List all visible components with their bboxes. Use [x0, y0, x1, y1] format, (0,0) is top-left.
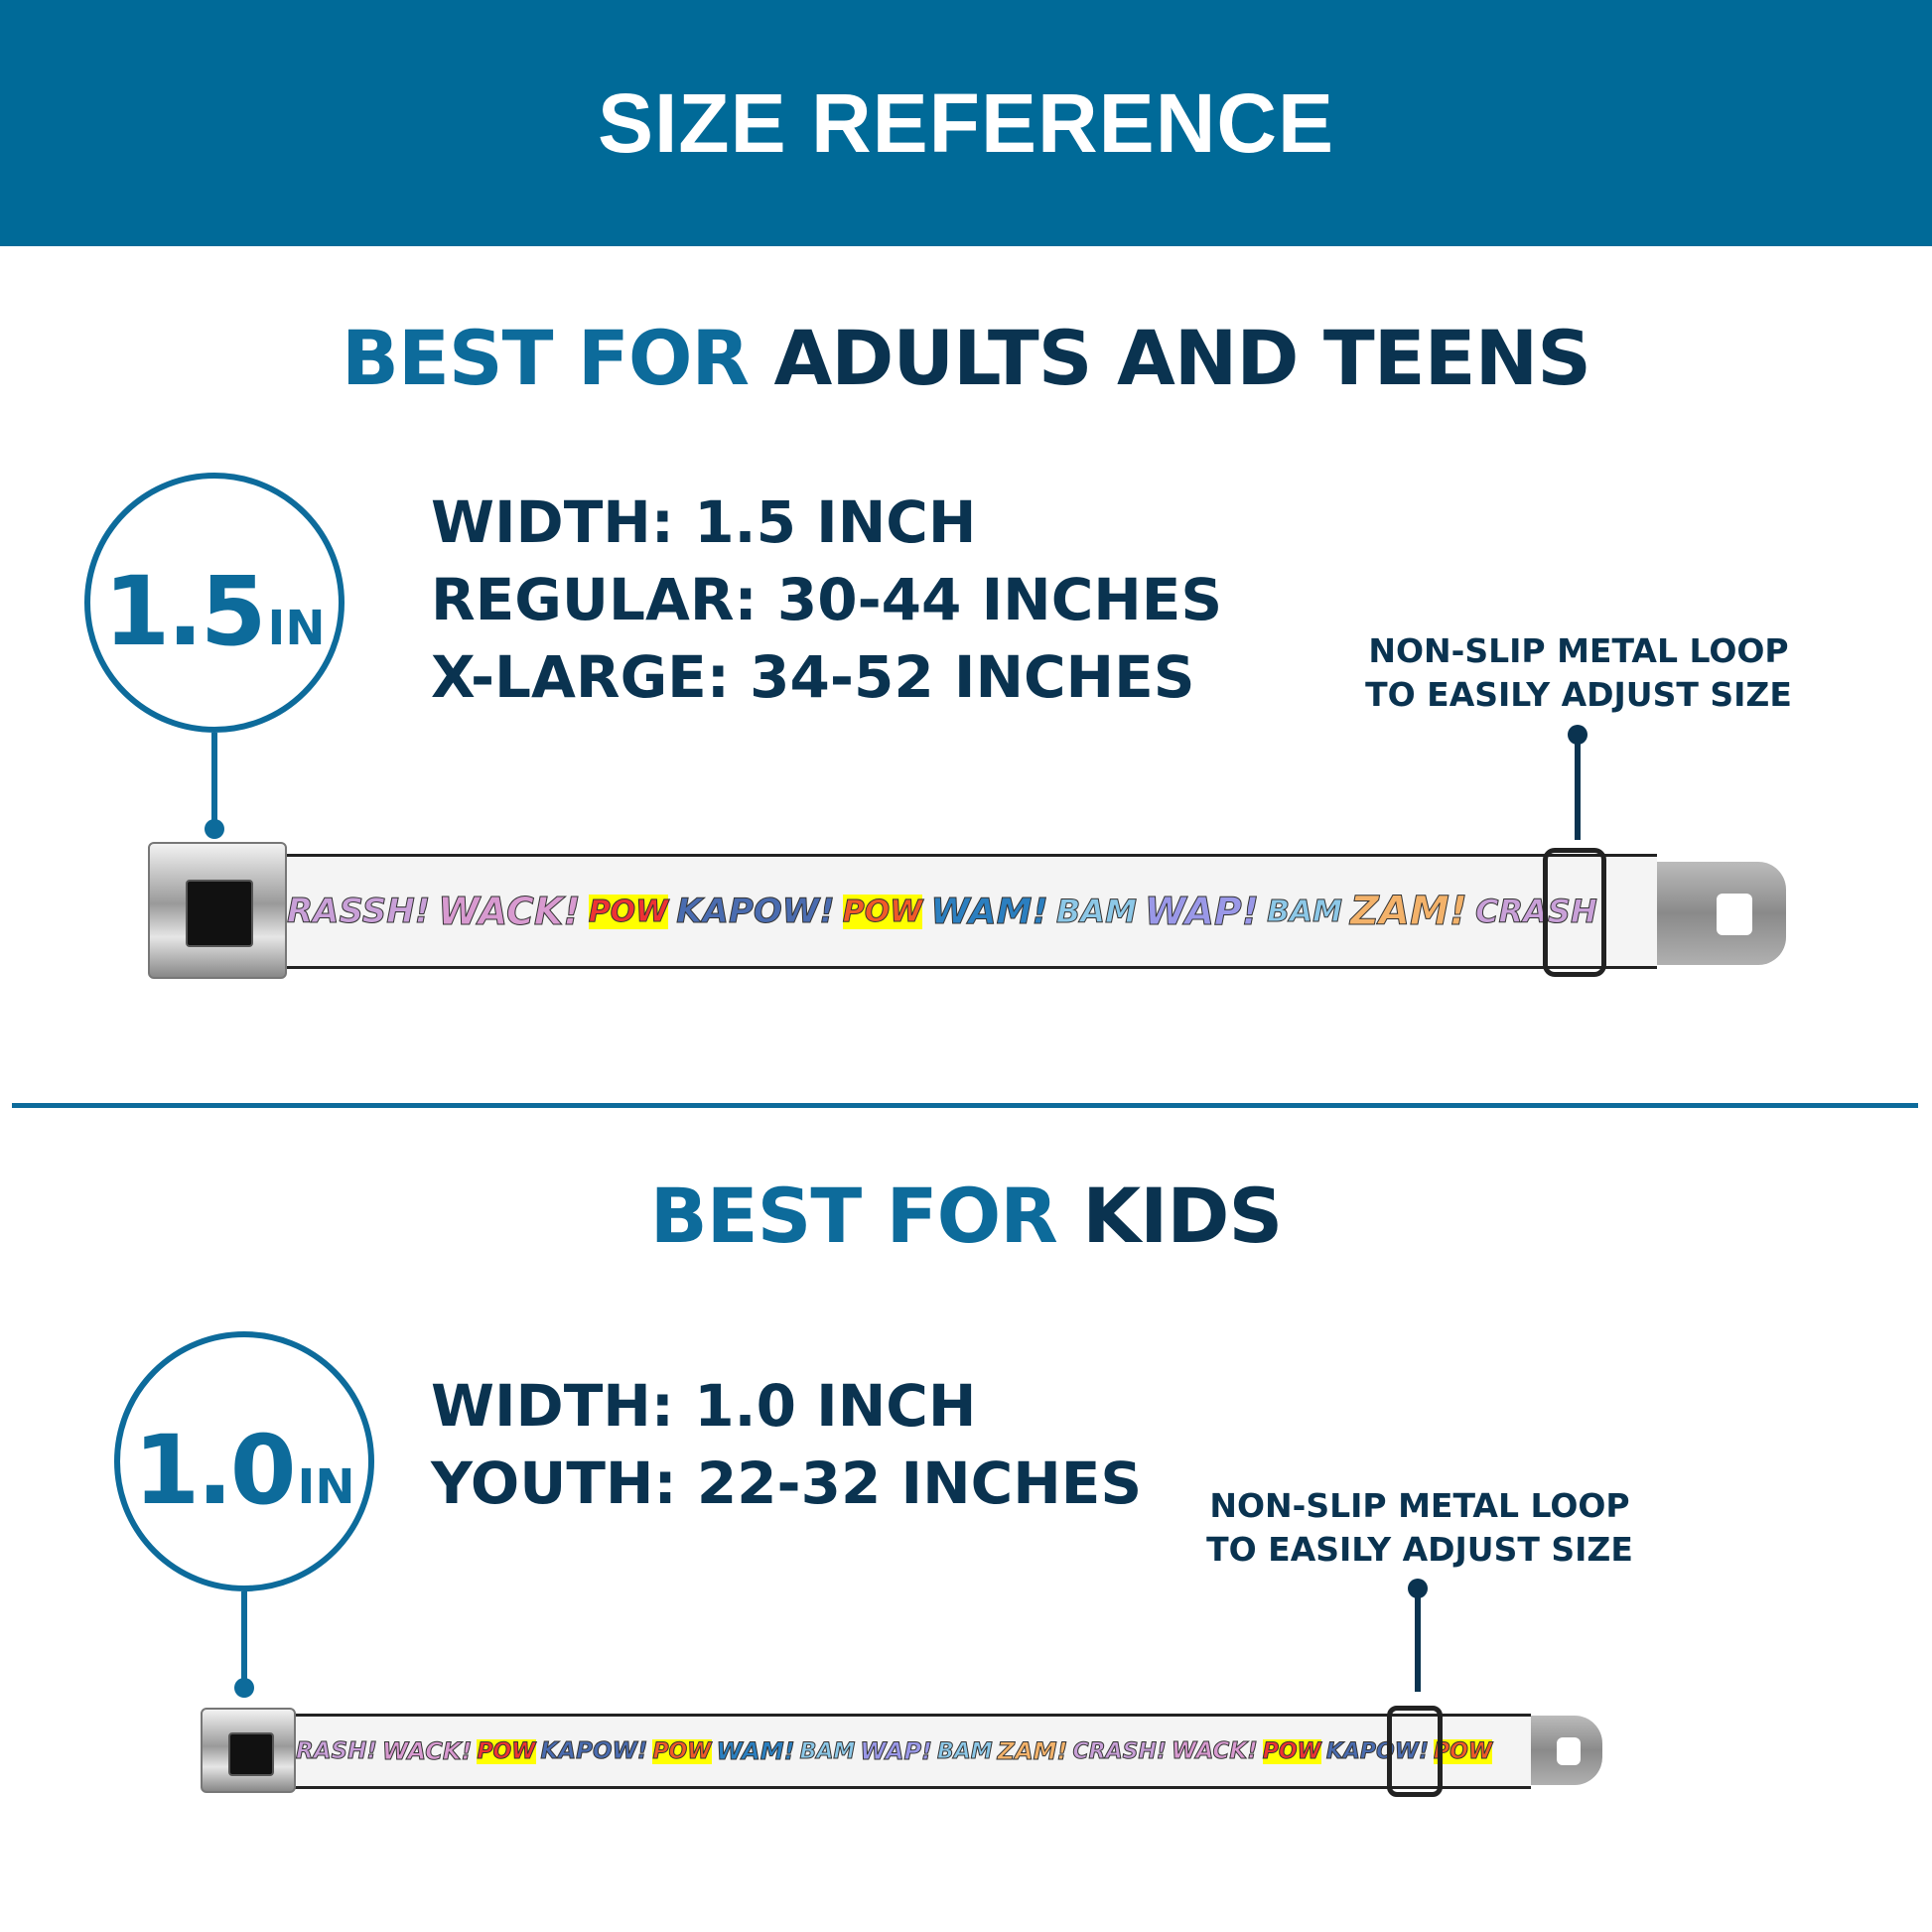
loop-connector-line	[1575, 735, 1581, 840]
belt-word: RASSH!	[286, 892, 431, 932]
kids-heading: BEST FOR KIDS	[0, 1172, 1932, 1260]
spec-regular: REGULAR: 30-44 INCHES	[431, 566, 1223, 633]
metal-loop-slider	[1387, 1706, 1443, 1797]
belt-strap: RASSH! WACK! POW KAPOW! POW WAM! BAM WAP…	[277, 854, 1657, 969]
width-badge-adult: 1.5 IN	[84, 473, 345, 733]
belt-word: POW	[477, 1738, 536, 1764]
heading-prefix: BEST FOR	[649, 1172, 1058, 1260]
belt-word: KAPOW!	[676, 892, 835, 932]
adult-specs: WIDTH: 1.5 INCH REGULAR: 30-44 INCHES X-…	[431, 483, 1222, 716]
adult-loop-label: NON-SLIP METAL LOOP TO EASILY ADJUST SIZ…	[1360, 629, 1797, 717]
badge-value: 1.0	[133, 1415, 296, 1526]
adult-heading: BEST FOR ADULTS AND TEENS	[0, 314, 1932, 402]
buckle-logo	[186, 880, 253, 947]
loop-label-line1: NON-SLIP METAL LOOP	[1368, 631, 1789, 670]
page-title: SIZE REFERENCE	[597, 75, 1335, 170]
heading-prefix: BEST FOR	[342, 314, 750, 402]
width-badge-kids: 1.0 IN	[114, 1331, 374, 1591]
belt-word: KAPOW!	[540, 1738, 648, 1765]
loop-label-line2: TO EASILY ADJUST SIZE	[1206, 1530, 1633, 1569]
belt-tip	[1637, 862, 1786, 965]
buckle-logo	[228, 1732, 274, 1776]
belt-word: BAM	[936, 1738, 993, 1764]
belt-word: BAM	[799, 1738, 856, 1764]
header-banner: SIZE REFERENCE	[0, 0, 1932, 246]
badge-unit: IN	[267, 601, 326, 656]
belt-word: WAP!	[1144, 890, 1260, 934]
loop-label-line1: NON-SLIP METAL LOOP	[1209, 1486, 1630, 1525]
belt-word: CRASH	[1475, 893, 1598, 931]
badge-connector-line	[241, 1591, 247, 1685]
belt-word: CRASH!	[1072, 1738, 1167, 1764]
belt-word: POW	[588, 894, 669, 929]
belt-buckle	[201, 1708, 296, 1793]
belt-word: ZAM!	[1349, 889, 1468, 935]
kids-loop-label: NON-SLIP METAL LOOP TO EASILY ADJUST SIZ…	[1201, 1484, 1638, 1572]
loop-label-line2: TO EASILY ADJUST SIZE	[1365, 675, 1792, 714]
adult-belt-image: RASSH! WACK! POW KAPOW! POW WAM! BAM WAP…	[148, 842, 1796, 983]
spec-xlarge: X-LARGE: 34-52 INCHES	[431, 643, 1195, 711]
spec-youth: YOUTH: 22-32 INCHES	[431, 1449, 1143, 1517]
belt-word: WACK!	[438, 890, 581, 934]
kids-belt-image: RASH! WACK! POW KAPOW! POW WAM! BAM WAP!…	[201, 1704, 1610, 1797]
badge-value: 1.5	[103, 556, 266, 667]
kids-specs: WIDTH: 1.0 INCH YOUTH: 22-32 INCHES	[431, 1367, 1142, 1522]
badge-connector-dot	[205, 819, 224, 839]
belt-buckle	[148, 842, 287, 979]
belt-word: POW	[842, 894, 923, 929]
loop-connector-line	[1415, 1588, 1421, 1692]
badge-unit: IN	[297, 1459, 355, 1515]
badge-connector-dot	[234, 1678, 254, 1698]
belt-word: BAM	[1055, 893, 1137, 931]
spec-width: WIDTH: 1.5 INCH	[431, 488, 977, 556]
belt-word: WAM!	[930, 891, 1049, 932]
spec-width: WIDTH: 1.0 INCH	[431, 1372, 977, 1440]
belt-word: RASH!	[296, 1738, 378, 1765]
belt-word: WACK!	[381, 1737, 473, 1766]
belt-word: POW	[652, 1738, 712, 1764]
belt-word: WACK!	[1171, 1738, 1258, 1765]
belt-word: BAM	[1267, 894, 1343, 929]
badge-connector-line	[211, 733, 217, 824]
belt-word: POW	[1262, 1738, 1321, 1764]
belt-word: KAPOW!	[1325, 1738, 1430, 1764]
belt-word: WAP!	[860, 1737, 933, 1766]
section-divider	[12, 1103, 1918, 1108]
heading-main: ADULTS AND TEENS	[773, 314, 1590, 402]
belt-word: WAM!	[716, 1737, 795, 1766]
belt-word: POW	[1434, 1738, 1493, 1764]
belt-strap: RASH! WACK! POW KAPOW! POW WAM! BAM WAP!…	[290, 1714, 1531, 1789]
belt-word: ZAM!	[997, 1737, 1068, 1766]
heading-main: KIDS	[1082, 1172, 1283, 1260]
metal-loop-slider	[1543, 848, 1606, 977]
